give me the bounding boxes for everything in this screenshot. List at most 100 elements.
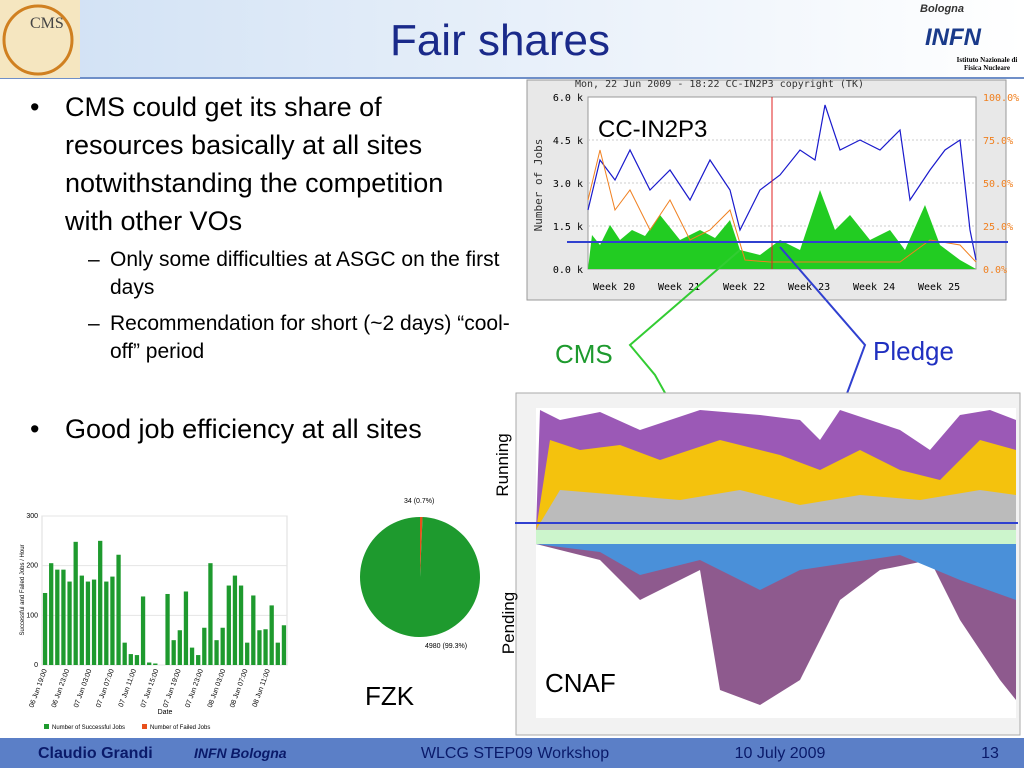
infn-sub-box: Istituto Nazionale di Fisica Nucleare xyxy=(956,56,1018,72)
cms-logo-text: CMS xyxy=(30,15,64,32)
x-tick-label: 07 Jun 23:00 xyxy=(185,668,205,709)
bullet-text: CMS could get its share of resources bas… xyxy=(65,92,444,236)
in2p3-week: Week 24 xyxy=(853,282,895,293)
sub-dash: – xyxy=(88,248,100,271)
bar xyxy=(165,593,170,665)
in2p3-y2tick: 100.0% xyxy=(983,93,1019,104)
legend-swatch xyxy=(142,724,147,729)
in2p3-week: Week 20 xyxy=(593,282,635,293)
in2p3-line2 xyxy=(587,149,977,263)
x-tick-label: 06 Jun 23:00 xyxy=(51,668,71,709)
sub-bullet: – Recommendation for short (~2 days) “coo… xyxy=(88,310,510,366)
bar xyxy=(91,579,97,665)
fzk-pie: 34 (0.7%) 4980 (99.3%) xyxy=(359,498,480,650)
in2p3-ytick: 6.0 k xyxy=(553,93,583,104)
footer-event: WLCG STEP09 Workshop xyxy=(421,745,609,762)
bar xyxy=(257,630,262,665)
bar xyxy=(177,630,182,665)
cnaf-pending: Pending xyxy=(499,592,518,654)
bar xyxy=(232,575,238,665)
y-tick-label: 100 xyxy=(26,612,38,619)
bar xyxy=(110,576,115,665)
bullet: • Good job efficiency at all sites xyxy=(30,410,480,448)
sub-bullet: – Only some difficulties at ASGC on the f… xyxy=(88,246,510,302)
bullet-dot: • xyxy=(30,414,40,444)
infn-city: Bologna xyxy=(920,3,964,15)
x-tick-label: 07 Jun 19:00 xyxy=(162,668,182,709)
x-tick-label: 07 Jun 15:00 xyxy=(140,668,160,709)
bar xyxy=(238,585,244,665)
infn-sub: Istituto Nazionale di Fisica Nucleare xyxy=(956,56,1018,72)
x-axis-label: Date xyxy=(158,709,173,716)
bar xyxy=(147,662,152,665)
bar xyxy=(73,541,78,665)
bar xyxy=(202,627,207,665)
y-tick-label: 0 xyxy=(34,662,38,669)
cnaf-pend1 xyxy=(536,544,1016,705)
y-tick-label: 200 xyxy=(26,563,38,570)
cms-logo xyxy=(0,0,80,78)
bar xyxy=(55,569,60,665)
in2p3-line xyxy=(587,104,977,261)
footer-affiliation: INFN Bologna xyxy=(194,745,287,761)
in2p3-ytick: 4.5 k xyxy=(553,136,583,147)
cnaf-cms xyxy=(536,530,1016,544)
footer-page: 13 xyxy=(981,745,999,762)
in2p3-label: CC-IN2P3 xyxy=(598,116,707,143)
legend-label: Number of Successful Jobs xyxy=(52,725,125,731)
bar xyxy=(85,581,91,665)
in2p3-y2tick: 0.0% xyxy=(983,265,1007,276)
x-tick-label: 07 Jun 07:00 xyxy=(95,668,115,709)
footer-date: 10 July 2009 xyxy=(735,745,826,762)
in2p3-ytick: 3.0 k xyxy=(553,179,583,190)
bar xyxy=(226,585,231,665)
bar xyxy=(275,642,280,665)
bar xyxy=(134,655,140,665)
in2p3-ytick: 1.5 k xyxy=(553,222,583,233)
x-tick-label: 06 Jun 19:00 xyxy=(28,668,48,709)
cnaf-label: CNAF xyxy=(545,668,616,698)
bullet: • CMS could get its share of resources ba… xyxy=(30,88,510,374)
bar xyxy=(208,563,213,665)
sub-bullet-text: Recommendation for short (~2 days) “cool… xyxy=(110,312,510,363)
bar xyxy=(49,563,54,665)
in2p3-ytick: 0.0 k xyxy=(553,265,583,276)
sub-bullet-text: Only some difficulties at ASGC on the fi… xyxy=(110,248,500,299)
legend-label: Number of Failed Jobs xyxy=(150,725,210,731)
in2p3-y2tick: 50.0% xyxy=(983,179,1013,190)
bar xyxy=(122,642,127,665)
bar xyxy=(269,605,274,665)
bar xyxy=(153,663,158,665)
fzk-label: FZK xyxy=(365,681,415,711)
cnaf-run3 xyxy=(536,490,1016,530)
bar-plot-bg xyxy=(41,515,288,666)
x-tick-label: 08 Jun 11:00 xyxy=(252,668,272,708)
in2p3-ylabel: Number of Jobs xyxy=(532,139,545,232)
bar xyxy=(171,640,176,665)
bar xyxy=(98,540,103,665)
sub-dash: – xyxy=(88,312,100,335)
pie-slice xyxy=(420,517,423,577)
bar xyxy=(128,654,133,665)
bar xyxy=(79,575,84,665)
bar xyxy=(281,625,287,665)
bar xyxy=(245,642,250,665)
in2p3-area xyxy=(588,190,976,269)
bar xyxy=(220,627,225,665)
pie-label: 4980 (99.3%) xyxy=(425,643,467,650)
bar xyxy=(214,640,219,665)
cnaf-running: Running xyxy=(493,433,512,496)
bar xyxy=(189,647,195,665)
footer-author: Claudio Grandi xyxy=(38,745,153,762)
slide-title: Fair shares xyxy=(390,16,610,65)
footer-band xyxy=(0,738,1024,768)
pie-label: 34 (0.7%) xyxy=(404,498,434,505)
in2p3-y2tick: 75.0% xyxy=(983,136,1013,147)
in2p3-week: Week 25 xyxy=(918,282,960,293)
bar xyxy=(263,629,268,665)
pledge-annotation: Pledge xyxy=(873,336,954,366)
in2p3-y2tick: 25.0% xyxy=(983,222,1013,233)
legend-swatch xyxy=(44,724,49,729)
